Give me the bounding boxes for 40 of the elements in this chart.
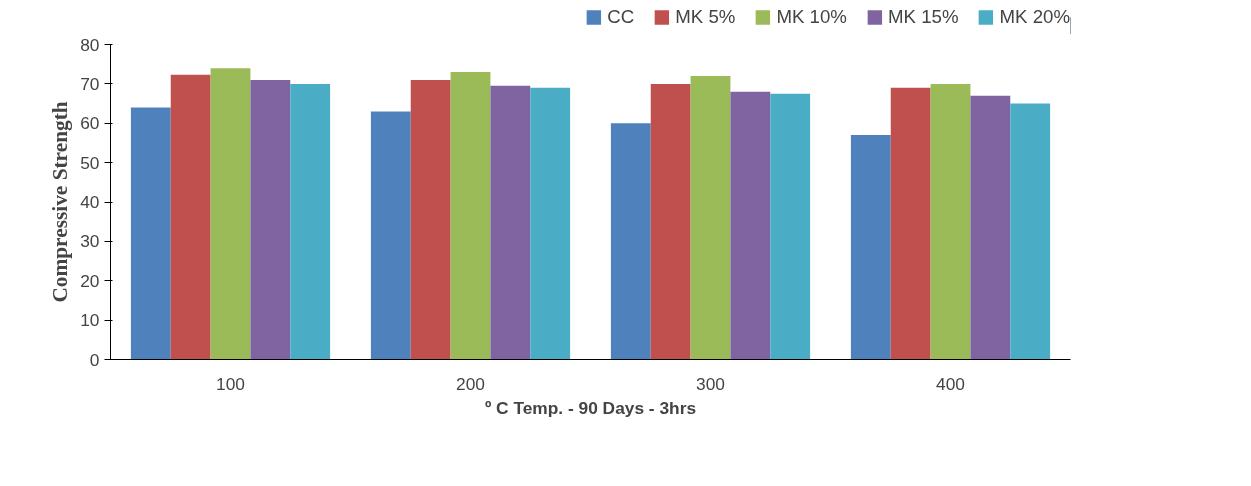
x-tick-label: 300 xyxy=(696,373,725,394)
bar xyxy=(930,83,971,360)
legend-label: CC xyxy=(607,6,635,28)
y-tick-label: 30 xyxy=(80,231,100,252)
y-tick-label: 50 xyxy=(80,152,100,173)
bar xyxy=(170,74,211,360)
bar xyxy=(290,83,331,360)
bar xyxy=(850,135,891,360)
x-tick-label: 400 xyxy=(936,373,965,394)
y-tick-label: 60 xyxy=(80,113,100,134)
bar xyxy=(890,87,931,360)
y-tick-label: 20 xyxy=(80,270,100,291)
bar xyxy=(490,85,531,360)
bar xyxy=(690,76,731,360)
y-axis-title: Compressive Strength xyxy=(48,101,73,303)
y-tick-label: 10 xyxy=(80,310,100,331)
bar xyxy=(210,68,251,360)
legend-label: MK 10% xyxy=(776,6,847,28)
bar xyxy=(970,95,1011,360)
bar xyxy=(130,107,171,360)
legend-label: MK 20% xyxy=(999,6,1070,28)
bar xyxy=(250,79,291,360)
bar xyxy=(730,91,771,360)
bar xyxy=(370,111,411,360)
y-tick-label: 40 xyxy=(80,192,100,212)
y-tick-label: 0 xyxy=(89,349,100,370)
bar xyxy=(1010,103,1051,360)
legend-label: MK 15% xyxy=(887,6,959,28)
x-tick-label: 100 xyxy=(216,373,245,394)
bar xyxy=(410,79,451,360)
x-axis-title: º C Temp. - 90 Days - 3hrs xyxy=(484,397,697,418)
bar xyxy=(450,72,491,360)
y-tick-label: 80 xyxy=(80,34,100,55)
bar xyxy=(530,87,571,360)
bar xyxy=(650,83,691,360)
legend-label: MK 5% xyxy=(675,6,736,28)
bar xyxy=(610,123,651,360)
x-tick-label: 200 xyxy=(456,373,485,394)
bar xyxy=(770,93,811,360)
y-tick-label: 70 xyxy=(80,73,100,94)
